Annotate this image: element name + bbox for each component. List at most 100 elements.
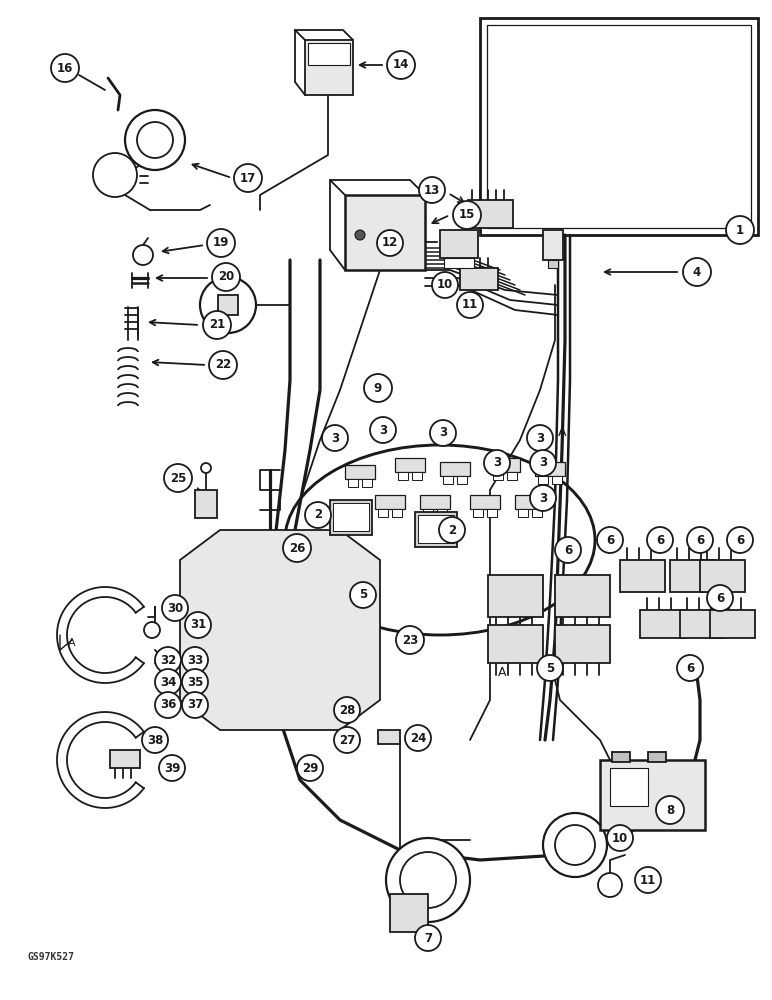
Text: 20: 20 [218, 270, 234, 284]
Bar [330, 500, 372, 535]
Text: 4: 4 [693, 265, 701, 278]
Text: 3: 3 [536, 432, 544, 444]
Bar [680, 610, 725, 638]
Text: 28: 28 [339, 704, 355, 716]
Bar [600, 760, 705, 830]
Circle shape [656, 796, 684, 824]
Circle shape [439, 517, 465, 543]
Circle shape [350, 582, 376, 608]
Circle shape [386, 838, 470, 922]
Text: A: A [557, 426, 566, 438]
Text: 10: 10 [612, 832, 628, 844]
Circle shape [322, 425, 348, 451]
Bar [418, 515, 454, 543]
Text: 17: 17 [240, 172, 256, 184]
Circle shape [387, 51, 415, 79]
Bar [535, 462, 565, 476]
Text: 3: 3 [379, 424, 387, 436]
Bar [398, 472, 408, 480]
Circle shape [647, 527, 673, 553]
Bar [195, 490, 217, 518]
Bar [218, 295, 238, 315]
Circle shape [555, 537, 581, 563]
Text: 11: 11 [462, 298, 478, 312]
Circle shape [457, 292, 483, 318]
Bar [437, 509, 447, 517]
Text: 32: 32 [160, 654, 176, 666]
Circle shape [164, 464, 192, 492]
Bar [468, 200, 513, 228]
Circle shape [396, 626, 424, 654]
Text: 34: 34 [160, 676, 176, 688]
Bar [305, 40, 353, 95]
Circle shape [530, 485, 556, 511]
Circle shape [530, 450, 556, 476]
Text: 3: 3 [439, 426, 447, 440]
Bar [538, 476, 548, 484]
Text: 5: 5 [359, 588, 367, 601]
Bar [640, 610, 685, 638]
Circle shape [377, 230, 403, 256]
Text: 13: 13 [424, 184, 440, 196]
Circle shape [400, 852, 456, 908]
Bar [345, 465, 375, 479]
Circle shape [370, 417, 396, 443]
Text: 6: 6 [564, 544, 572, 556]
Bar [412, 472, 422, 480]
Text: 2: 2 [314, 508, 322, 522]
Circle shape [453, 201, 481, 229]
Text: 7: 7 [424, 932, 432, 944]
Bar [420, 495, 450, 509]
Bar [473, 509, 483, 517]
Bar [378, 730, 400, 744]
Circle shape [162, 595, 188, 621]
Circle shape [201, 463, 211, 473]
Text: 36: 36 [160, 698, 176, 712]
Circle shape [677, 655, 703, 681]
Text: 19: 19 [213, 236, 229, 249]
Bar [308, 43, 350, 65]
Circle shape [683, 258, 711, 286]
Text: A: A [498, 666, 506, 678]
Text: 3: 3 [539, 456, 547, 470]
Bar [612, 752, 630, 762]
Bar [670, 560, 715, 592]
Bar [548, 260, 558, 268]
Circle shape [212, 263, 240, 291]
Text: 12: 12 [382, 236, 398, 249]
Circle shape [687, 527, 713, 553]
Bar [415, 512, 457, 547]
Text: 6: 6 [686, 662, 694, 674]
Bar [345, 195, 425, 270]
Bar [423, 509, 433, 517]
Circle shape [484, 450, 510, 476]
Circle shape [364, 374, 392, 402]
Text: 6: 6 [716, 591, 724, 604]
Circle shape [707, 585, 733, 611]
Bar [440, 230, 478, 258]
Text: 5: 5 [546, 662, 554, 674]
Bar [362, 479, 372, 487]
Circle shape [598, 873, 622, 897]
Circle shape [432, 272, 458, 298]
Bar [710, 610, 755, 638]
Circle shape [155, 669, 181, 695]
Circle shape [182, 692, 208, 718]
Bar [515, 495, 545, 509]
Text: 6: 6 [736, 534, 744, 546]
Circle shape [355, 230, 365, 240]
Text: 15: 15 [459, 209, 476, 222]
Text: 3: 3 [539, 491, 547, 504]
Circle shape [419, 177, 445, 203]
Circle shape [334, 697, 360, 723]
Text: 39: 39 [164, 762, 180, 774]
Circle shape [51, 54, 79, 82]
Circle shape [155, 647, 181, 673]
Text: 30: 30 [167, 601, 183, 614]
Text: 9: 9 [374, 381, 382, 394]
Circle shape [200, 277, 256, 333]
Circle shape [207, 229, 235, 257]
Text: 27: 27 [339, 734, 355, 746]
Bar [395, 458, 425, 472]
Circle shape [305, 502, 331, 528]
